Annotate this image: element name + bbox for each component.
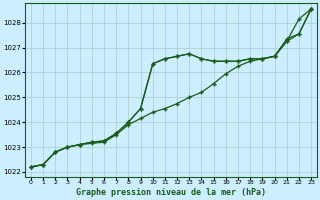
X-axis label: Graphe pression niveau de la mer (hPa): Graphe pression niveau de la mer (hPa): [76, 188, 266, 197]
